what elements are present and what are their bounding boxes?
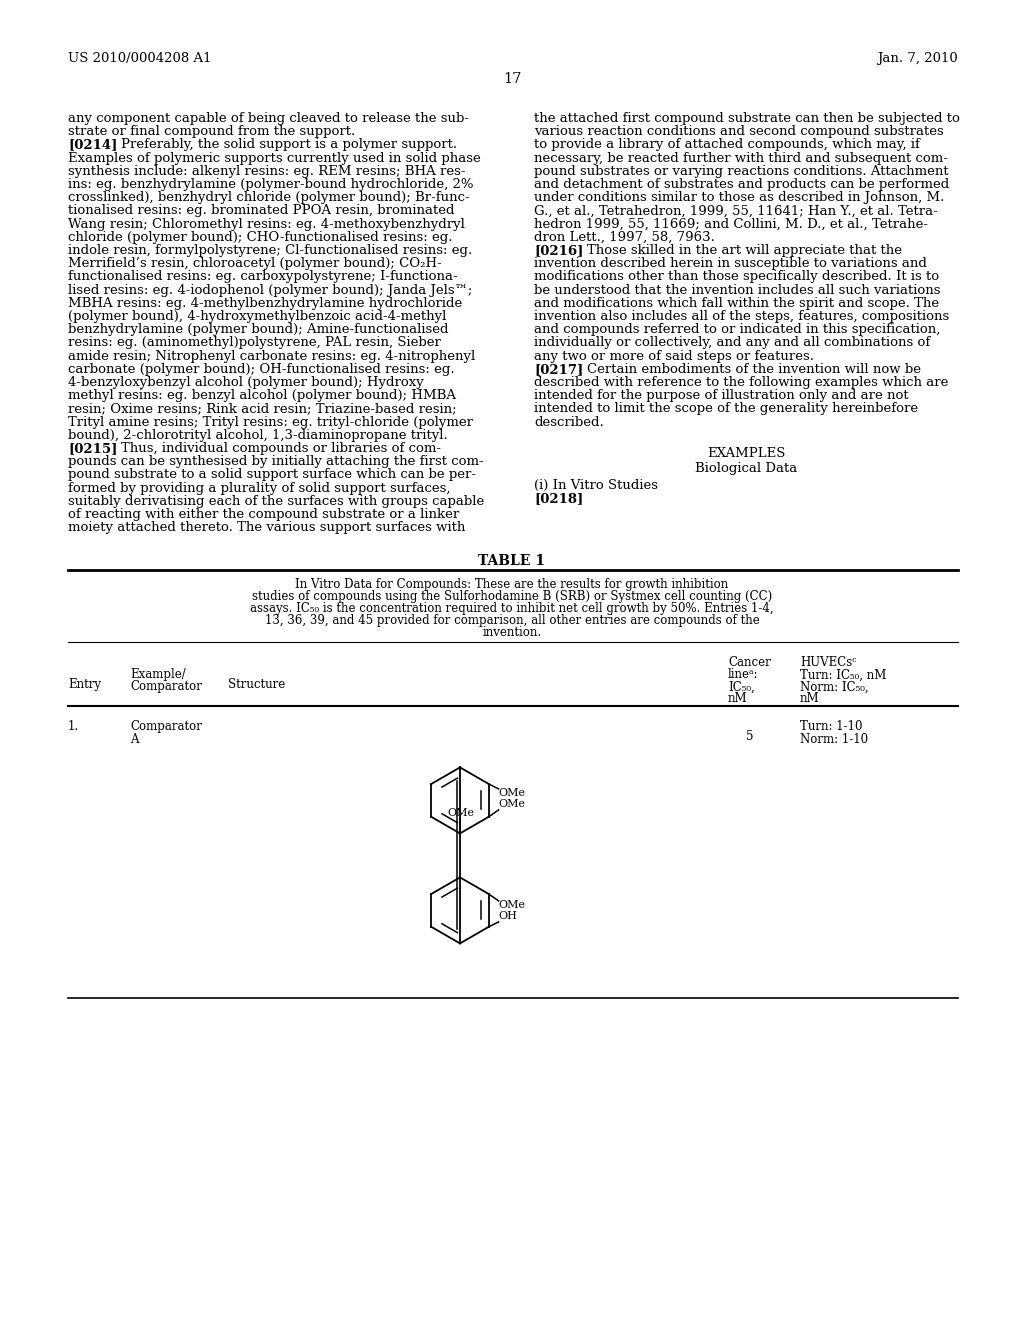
Text: intended to limit the scope of the generality hereinbefore: intended to limit the scope of the gener… <box>534 403 919 416</box>
Text: amide resin; Nitrophenyl carbonate resins: eg. 4-nitrophenyl: amide resin; Nitrophenyl carbonate resin… <box>68 350 475 363</box>
Text: nM: nM <box>800 693 819 705</box>
Text: intended for the purpose of illustration only and are not: intended for the purpose of illustration… <box>534 389 908 403</box>
Text: 17: 17 <box>503 73 521 86</box>
Text: Thus, individual compounds or libraries of com-: Thus, individual compounds or libraries … <box>104 442 441 455</box>
Text: strate or final compound from the support.: strate or final compound from the suppor… <box>68 125 355 139</box>
Text: Those skilled in the art will appreciate that the: Those skilled in the art will appreciate… <box>570 244 902 257</box>
Text: invention also includes all of the steps, features, compositions: invention also includes all of the steps… <box>534 310 949 323</box>
Text: pound substrates or varying reactions conditions. Attachment: pound substrates or varying reactions co… <box>534 165 948 178</box>
Text: and compounds referred to or indicated in this specification,: and compounds referred to or indicated i… <box>534 323 940 337</box>
Text: of reacting with either the compound substrate or a linker: of reacting with either the compound sub… <box>68 508 459 521</box>
Text: [0216]: [0216] <box>534 244 584 257</box>
Text: OH: OH <box>499 911 517 921</box>
Text: Trityl amine resins; Trityl resins: eg. trityl-chloride (polymer: Trityl amine resins; Trityl resins: eg. … <box>68 416 473 429</box>
Text: Norm: 1-10: Norm: 1-10 <box>800 734 868 746</box>
Text: chloride (polymer bound); CHO-functionalised resins: eg.: chloride (polymer bound); CHO-functional… <box>68 231 453 244</box>
Text: methyl resins: eg. benzyl alcohol (polymer bound); HMBA: methyl resins: eg. benzyl alcohol (polym… <box>68 389 456 403</box>
Text: G., et al., Tetrahedron, 1999, 55, 11641; Han Y., et al. Tetra-: G., et al., Tetrahedron, 1999, 55, 11641… <box>534 205 938 218</box>
Text: various reaction conditions and second compound substrates: various reaction conditions and second c… <box>534 125 944 139</box>
Text: Example/: Example/ <box>130 668 185 681</box>
Text: [0218]: [0218] <box>534 492 584 506</box>
Text: carbonate (polymer bound); OH-functionalised resins: eg.: carbonate (polymer bound); OH-functional… <box>68 363 455 376</box>
Text: studies of compounds using the Sulforhodamine B (SRB) or Systmex cell counting (: studies of compounds using the Sulforhod… <box>252 590 772 603</box>
Text: Turn: 1-10: Turn: 1-10 <box>800 721 862 734</box>
Text: under conditions similar to those as described in Johnson, M.: under conditions similar to those as des… <box>534 191 944 205</box>
Text: Structure: Structure <box>228 678 286 692</box>
Text: Preferably, the solid support is a polymer support.: Preferably, the solid support is a polym… <box>104 139 458 152</box>
Text: (i) In Vitro Studies: (i) In Vitro Studies <box>534 479 658 492</box>
Text: A: A <box>130 734 138 746</box>
Text: modifications other than those specifically described. It is to: modifications other than those specifica… <box>534 271 939 284</box>
Text: invention.: invention. <box>482 627 542 639</box>
Text: Jan. 7, 2010: Jan. 7, 2010 <box>878 51 958 65</box>
Text: Examples of polymeric supports currently used in solid phase: Examples of polymeric supports currently… <box>68 152 480 165</box>
Text: TABLE 1: TABLE 1 <box>478 554 546 569</box>
Text: hedron 1999, 55, 11669; and Collini, M. D., et al., Tetrahe-: hedron 1999, 55, 11669; and Collini, M. … <box>534 218 928 231</box>
Text: resin; Oxime resins; Rink acid resin; Triazine-based resin;: resin; Oxime resins; Rink acid resin; Tr… <box>68 403 457 416</box>
Text: and detachment of substrates and products can be performed: and detachment of substrates and product… <box>534 178 949 191</box>
Text: any two or more of said steps or features.: any two or more of said steps or feature… <box>534 350 814 363</box>
Text: [0214]: [0214] <box>68 139 118 152</box>
Text: individually or collectively, and any and all combinations of: individually or collectively, and any an… <box>534 337 930 350</box>
Text: 4-benzyloxybenzyl alcohol (polymer bound); Hydroxy: 4-benzyloxybenzyl alcohol (polymer bound… <box>68 376 424 389</box>
Text: Merrifield’s resin, chloroacetyl (polymer bound); CO₂H-: Merrifield’s resin, chloroacetyl (polyme… <box>68 257 441 271</box>
Text: synthesis include: alkenyl resins: eg. REM resins; BHA res-: synthesis include: alkenyl resins: eg. R… <box>68 165 466 178</box>
Text: 5: 5 <box>746 730 754 743</box>
Text: OMe: OMe <box>447 808 474 818</box>
Text: bound), 2-chlorotrityl alcohol, 1,3-diaminopropane trityl.: bound), 2-chlorotrityl alcohol, 1,3-diam… <box>68 429 447 442</box>
Text: suitably derivatising each of the surfaces with groups capable: suitably derivatising each of the surfac… <box>68 495 484 508</box>
Text: (polymer bound), 4-hydroxymethylbenzoic acid-4-methyl: (polymer bound), 4-hydroxymethylbenzoic … <box>68 310 446 323</box>
Text: US 2010/0004208 A1: US 2010/0004208 A1 <box>68 51 212 65</box>
Text: to provide a library of attached compounds, which may, if: to provide a library of attached compoun… <box>534 139 920 152</box>
Text: Entry: Entry <box>68 678 101 692</box>
Text: 13, 36, 39, and 45 provided for comparison, all other entries are compounds of t: 13, 36, 39, and 45 provided for comparis… <box>264 614 760 627</box>
Text: Norm: IC₅₀,: Norm: IC₅₀, <box>800 680 868 693</box>
Text: pounds can be synthesised by initially attaching the first com-: pounds can be synthesised by initially a… <box>68 455 483 469</box>
Text: MBHA resins: eg. 4-methylbenzhydrylamine hydrochloride: MBHA resins: eg. 4-methylbenzhydrylamine… <box>68 297 462 310</box>
Text: functionalised resins: eg. carboxypolystyrene; I-functiona-: functionalised resins: eg. carboxypolyst… <box>68 271 458 284</box>
Text: dron Lett., 1997, 58, 7963.: dron Lett., 1997, 58, 7963. <box>534 231 715 244</box>
Text: ins: eg. benzhydrylamine (polymer-bound hydrochloride, 2%: ins: eg. benzhydrylamine (polymer-bound … <box>68 178 473 191</box>
Text: 1.: 1. <box>68 721 79 734</box>
Text: lineᵃ:: lineᵃ: <box>728 668 759 681</box>
Text: [0217]: [0217] <box>534 363 584 376</box>
Text: necessary, be reacted further with third and subsequent com-: necessary, be reacted further with third… <box>534 152 948 165</box>
Text: invention described herein in susceptible to variations and: invention described herein in susceptibl… <box>534 257 927 271</box>
Text: the attached first compound substrate can then be subjected to: the attached first compound substrate ca… <box>534 112 959 125</box>
Text: resins: eg. (aminomethyl)polystyrene, PAL resin, Sieber: resins: eg. (aminomethyl)polystyrene, PA… <box>68 337 441 350</box>
Text: tionalised resins: eg. brominated PPOA resin, brominated: tionalised resins: eg. brominated PPOA r… <box>68 205 455 218</box>
Text: OMe: OMe <box>499 900 525 909</box>
Text: EXAMPLES: EXAMPLES <box>707 446 785 459</box>
Text: Wang resin; Chloromethyl resins: eg. 4-methoxybenzhydryl: Wang resin; Chloromethyl resins: eg. 4-m… <box>68 218 465 231</box>
Text: described with reference to the following examples which are: described with reference to the followin… <box>534 376 948 389</box>
Text: be understood that the invention includes all such variations: be understood that the invention include… <box>534 284 940 297</box>
Text: Certain embodiments of the invention will now be: Certain embodiments of the invention wil… <box>570 363 922 376</box>
Text: OMe: OMe <box>499 788 525 797</box>
Text: and modifications which fall within the spirit and scope. The: and modifications which fall within the … <box>534 297 939 310</box>
Text: formed by providing a plurality of solid support surfaces,: formed by providing a plurality of solid… <box>68 482 451 495</box>
Text: pound substrate to a solid support surface which can be per-: pound substrate to a solid support surfa… <box>68 469 476 482</box>
Text: benzhydrylamine (polymer bound); Amine-functionalised: benzhydrylamine (polymer bound); Amine-f… <box>68 323 449 337</box>
Text: Comparator: Comparator <box>130 721 202 734</box>
Text: indole resin, formylpolystyrene; Cl-functionalised resins: eg.: indole resin, formylpolystyrene; Cl-func… <box>68 244 472 257</box>
Text: any component capable of being cleaved to release the sub-: any component capable of being cleaved t… <box>68 112 469 125</box>
Text: moiety attached thereto. The various support surfaces with: moiety attached thereto. The various sup… <box>68 521 465 535</box>
Text: Turn: IC₅₀, nM: Turn: IC₅₀, nM <box>800 668 887 681</box>
Text: lised resins: eg. 4-iodophenol (polymer bound); Janda Jels™;: lised resins: eg. 4-iodophenol (polymer … <box>68 284 472 297</box>
Text: HUVECsᶜ: HUVECsᶜ <box>800 656 856 669</box>
Text: [0215]: [0215] <box>68 442 118 455</box>
Text: assays. IC₅₀ is the concentration required to inhibit net cell growth by 50%. En: assays. IC₅₀ is the concentration requir… <box>250 602 774 615</box>
Text: Cancer: Cancer <box>728 656 771 669</box>
Text: Comparator: Comparator <box>130 680 202 693</box>
Text: nM: nM <box>728 693 748 705</box>
Text: Biological Data: Biological Data <box>695 462 797 475</box>
Text: crosslinked), benzhydryl chloride (polymer bound); Br-func-: crosslinked), benzhydryl chloride (polym… <box>68 191 470 205</box>
Text: described.: described. <box>534 416 604 429</box>
Text: IC₅₀,: IC₅₀, <box>728 680 755 693</box>
Text: In Vitro Data for Compounds: These are the results for growth inhibition: In Vitro Data for Compounds: These are t… <box>295 578 729 591</box>
Text: OMe: OMe <box>499 799 525 809</box>
